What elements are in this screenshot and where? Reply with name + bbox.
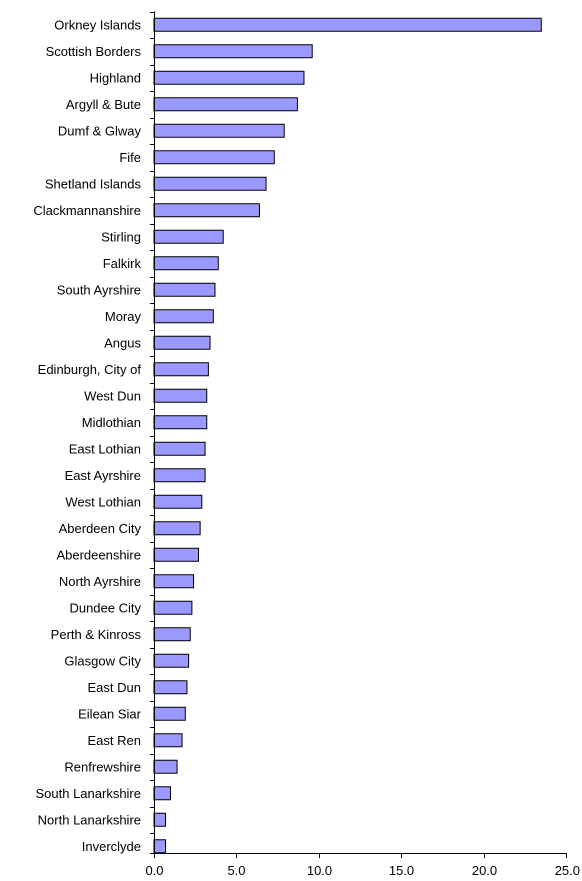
category-labels-group: Orkney Islands Scottish Borders Highland Ar… <box>33 17 141 854</box>
bar-edinburgh-city-of <box>153 362 209 377</box>
category-label-shetland-islands: Shetland Islands <box>45 176 142 191</box>
bar-orkney-islands <box>153 17 542 32</box>
bar-glasgow-city <box>153 653 190 668</box>
category-label-aberdeenshire: Aberdeenshire <box>56 547 141 562</box>
category-label-west-lothian: West Lothian <box>65 494 141 509</box>
bar-dundee-city <box>153 600 193 615</box>
bar-falkirk <box>153 256 219 271</box>
bar-south-lanarkshire <box>153 786 171 801</box>
category-label-west-dun: West Dun <box>84 388 141 403</box>
x-tick-label: 10.0 <box>307 863 332 878</box>
bar-east-ayrshire <box>153 468 206 483</box>
category-label-aberdeen-city: Aberdeen City <box>59 521 142 536</box>
bar-eilean-siar <box>153 706 186 721</box>
category-label-inverclyde: Inverclyde <box>82 839 141 854</box>
bars-group <box>153 17 542 854</box>
category-label-south-ayrshire: South Ayrshire <box>57 282 141 297</box>
category-label-argyll-and-bute: Argyll & Bute <box>66 97 141 112</box>
category-label-east-lothian: East Lothian <box>69 441 141 456</box>
category-label-south-lanarkshire: South Lanarkshire <box>35 786 141 801</box>
category-label-highland: Highland <box>90 70 141 85</box>
category-label-fife: Fife <box>119 150 141 165</box>
category-label-orkney-islands: Orkney Islands <box>54 17 141 32</box>
category-label-east-ayrshire: East Ayrshire <box>65 468 141 483</box>
bar-north-ayrshire <box>153 574 195 589</box>
x-tick-label: 15.0 <box>389 863 414 878</box>
bar-perth-and-kinross <box>153 627 191 642</box>
bar-scottish-borders <box>153 44 313 59</box>
category-label-clackmannanshire: Clackmannanshire <box>33 203 141 218</box>
category-label-midlothian: Midlothian <box>82 415 141 430</box>
bar-dumf-and-glway <box>153 123 285 138</box>
category-label-north-ayrshire: North Ayrshire <box>59 574 141 589</box>
bar-south-ayrshire <box>153 282 216 297</box>
category-label-angus: Angus <box>104 335 141 350</box>
bar-shetland-islands <box>153 176 267 191</box>
x-tick-label: 25.0 <box>555 863 580 878</box>
category-label-moray: Moray <box>105 309 142 324</box>
bar-stirling <box>153 229 224 244</box>
category-label-eilean-siar: Eilean Siar <box>78 706 142 721</box>
x-tick-label: 0.0 <box>145 863 163 878</box>
bar-midlothian <box>153 415 208 430</box>
category-label-dundee-city: Dundee City <box>69 600 141 615</box>
bar-clackmannanshire <box>153 203 260 218</box>
bar-aberdeen-city <box>153 521 201 536</box>
category-label-glasgow-city: Glasgow City <box>64 653 141 668</box>
bar-west-lothian <box>153 494 203 509</box>
category-label-edinburgh-city-of: Edinburgh, City of <box>38 362 142 377</box>
category-label-scottish-borders: Scottish Borders <box>46 44 142 59</box>
x-tick-label: 5.0 <box>227 863 245 878</box>
category-label-perth-and-kinross: Perth & Kinross <box>51 627 142 642</box>
bar-fife <box>153 150 275 165</box>
category-label-east-dun: East Dun <box>88 680 141 695</box>
x-tick-label: 20.0 <box>472 863 497 878</box>
bar-north-lanarkshire <box>153 812 167 827</box>
category-label-dumf-and-glway: Dumf & Glway <box>58 123 142 138</box>
bar-argyll-and-bute <box>153 97 298 112</box>
category-label-north-lanarkshire: North Lanarkshire <box>38 812 141 827</box>
bar-inverclyde <box>153 839 167 854</box>
bar-east-lothian <box>153 441 206 456</box>
bar-east-ren <box>153 733 183 748</box>
category-label-renfrewshire: Renfrewshire <box>64 759 141 774</box>
category-label-stirling: Stirling <box>101 229 141 244</box>
bar-west-dun <box>153 388 208 403</box>
bar-highland <box>153 70 305 85</box>
bar-east-dun <box>153 680 188 695</box>
x-axis: 0.0 5.0 10.0 15.0 20.0 25.0 <box>145 11 580 878</box>
bar-aberdeenshire <box>153 547 199 562</box>
category-label-falkirk: Falkirk <box>103 256 142 271</box>
bar-renfrewshire <box>153 759 178 774</box>
bar-moray <box>153 309 214 324</box>
bar-angus <box>153 335 211 350</box>
category-label-east-ren: East Ren <box>88 733 141 748</box>
